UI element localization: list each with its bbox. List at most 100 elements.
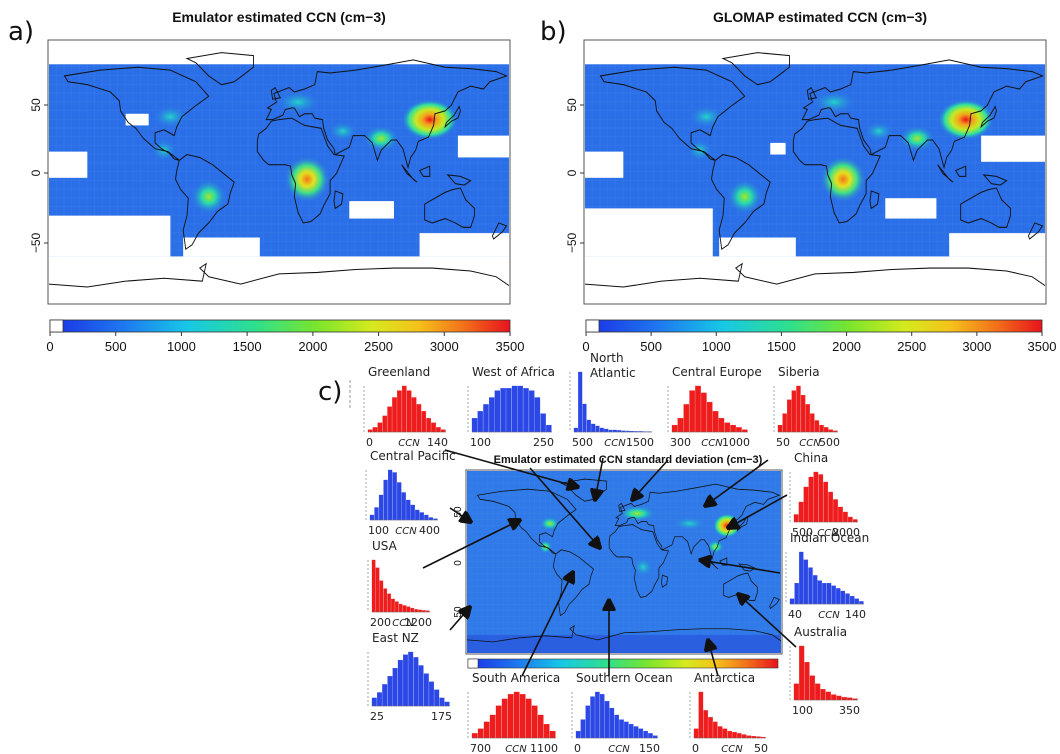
histogram-bar	[411, 397, 417, 433]
histogram-bar	[638, 728, 644, 739]
histogram-bar	[724, 422, 731, 433]
histogram-bar	[573, 427, 578, 433]
histogram-tick-max: 50	[754, 742, 768, 754]
histogram-title: Central Pacific	[370, 449, 456, 463]
histogram-bar	[803, 559, 809, 605]
arrow-indian-ocean	[700, 560, 781, 574]
histogram-bar	[419, 512, 424, 521]
histogram-bar	[810, 413, 815, 433]
histogram-bar	[799, 645, 805, 701]
histogram-bar	[824, 427, 829, 433]
histogram-bar	[578, 371, 583, 433]
histogram-bar	[387, 676, 393, 707]
histogram-bar	[418, 609, 422, 613]
histogram-bar	[843, 511, 848, 523]
histogram-bar	[599, 427, 604, 433]
histogram-bar	[392, 472, 397, 521]
histogram-tick-min: 500	[572, 436, 593, 449]
histogram-bar	[403, 654, 408, 707]
histogram-bar	[431, 422, 436, 433]
histogram-bar	[369, 514, 375, 521]
histogram-bar	[375, 567, 380, 613]
histogram-bar	[483, 721, 490, 739]
histogram-bar	[693, 728, 699, 739]
histogram-bar	[531, 705, 538, 739]
histogram-bar	[488, 397, 495, 433]
histogram-title: East NZ	[372, 631, 419, 645]
colorbar-tick-label: 3000	[430, 339, 459, 354]
histogram-bar	[732, 732, 737, 739]
panel-a-lat-50: 50	[29, 98, 43, 112]
arrow-south-america	[521, 572, 573, 677]
histogram-tick-min: 0	[366, 436, 373, 449]
histogram-bar	[730, 424, 736, 433]
histogram-bar	[828, 491, 833, 523]
colorbar-tick-label: 1000	[702, 339, 731, 354]
histogram-bar	[395, 601, 399, 613]
arrow-usa	[422, 520, 520, 569]
histogram-bar	[413, 657, 419, 707]
arrow-north-atlantic	[595, 457, 604, 500]
histogram-bar	[718, 418, 725, 433]
histogram-bar	[841, 697, 847, 701]
histogram-bar	[382, 684, 388, 707]
histogram-bar	[398, 604, 403, 613]
histogram-bar	[789, 598, 795, 605]
histogram-bar	[814, 420, 820, 433]
panel-b-lat-50: 50	[565, 98, 579, 112]
histogram-tick-min: 200	[370, 616, 391, 629]
histogram-xlabel: CCN	[398, 438, 420, 449]
histogram-bar	[436, 427, 441, 433]
histogram-bar	[677, 418, 684, 433]
histogram-bar	[653, 735, 658, 739]
histogram-bar	[836, 588, 841, 605]
histogram-title: Antarctica	[694, 671, 755, 685]
histogram-title: Indian Ocean	[790, 531, 869, 545]
histogram-tick-min: 700	[470, 742, 491, 754]
histogram-bar	[374, 507, 379, 521]
histogram-bar	[793, 683, 799, 701]
colorbar-tick-label: 500	[105, 339, 127, 354]
histogram-title: Central Europe	[672, 365, 762, 379]
panel-a-lat-m50: −50	[29, 232, 43, 253]
histogram-tick-min: 50	[776, 436, 790, 449]
histogram-bar	[595, 425, 600, 433]
histogram-bar	[495, 705, 502, 739]
histogram-title: Australia	[794, 625, 847, 639]
histogram-xlabel: CCN	[721, 744, 743, 754]
histogram-bar	[397, 390, 402, 433]
panel-a-lat-0: 0	[29, 169, 43, 176]
histogram-bar	[614, 714, 619, 739]
histogram-bar	[494, 390, 501, 433]
histogram-bar	[782, 413, 787, 433]
histogram-bar	[820, 689, 826, 701]
histogram-tick-max: 350	[839, 704, 860, 717]
histogram-tick-max: 250	[533, 436, 554, 449]
region-arrows	[422, 449, 797, 677]
histogram-bar	[500, 388, 506, 433]
colorbar-tick-label: 3500	[1028, 339, 1057, 354]
panel-b-map: 50 0 −50	[565, 39, 1047, 305]
histogram-bar	[406, 390, 412, 433]
histogram-east-nz: East NZ 25 175	[367, 631, 452, 723]
histogram-tick-max: 500	[819, 436, 840, 449]
panel-c-title: Emulator estimated CCN standard deviatio…	[494, 454, 763, 466]
arrow-west-africa	[529, 467, 600, 548]
histogram-bar	[683, 404, 690, 433]
colorbar-tick-label: 3000	[962, 339, 991, 354]
histogram-bar	[406, 606, 411, 613]
histogram-bar	[817, 580, 822, 605]
histogram-tick-max: 140	[427, 436, 448, 449]
histogram-title: Siberia	[778, 365, 820, 379]
histogram-bar	[397, 482, 402, 521]
histogram-bar	[599, 694, 605, 739]
histogram-bar	[506, 388, 512, 433]
histogram-bar	[423, 673, 429, 707]
histogram-title: China	[794, 451, 828, 465]
histogram-bar	[803, 486, 809, 523]
histogram-bar	[828, 429, 833, 433]
histogram-bar	[859, 601, 864, 605]
